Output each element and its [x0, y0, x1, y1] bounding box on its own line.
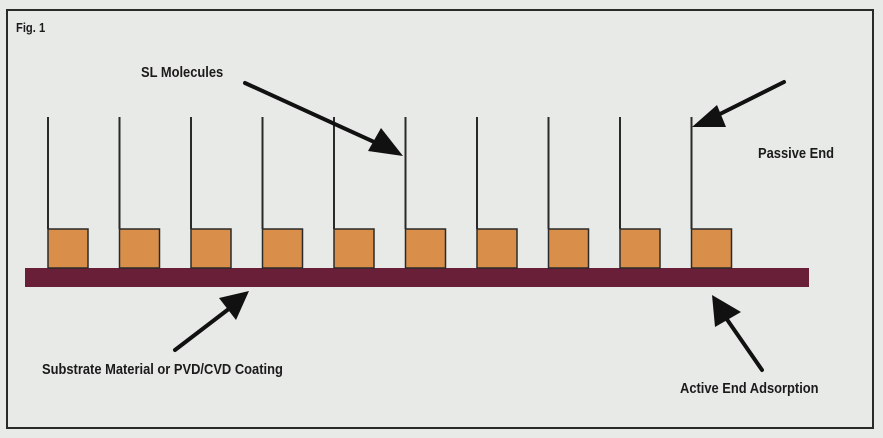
substrate-arrow — [173, 306, 232, 352]
active-end-arrowhead — [712, 295, 741, 327]
substrate-arrowhead — [219, 291, 249, 320]
molecules-group — [47, 117, 733, 269]
passive-end-arrowhead — [692, 105, 726, 127]
molecule-head — [690, 228, 733, 269]
sl-molecules-label: SL Molecules — [141, 64, 224, 81]
figure-number-label: Fig. 1 — [16, 20, 46, 35]
passive-end-arrow — [710, 80, 786, 120]
molecule-head — [404, 228, 447, 269]
molecule-head — [47, 228, 89, 269]
molecule-head — [333, 228, 375, 269]
passive-end-label: Passive End — [758, 145, 835, 162]
active-end-label: Active End Adsorption — [680, 380, 819, 397]
molecule-head — [476, 228, 518, 269]
sl-molecules-arrow — [243, 81, 398, 154]
substrate-bar — [25, 268, 809, 287]
active-end-arrow — [724, 316, 764, 372]
substrate-label: Substrate Material or PVD/CVD Coating — [42, 361, 283, 378]
molecule-head — [547, 228, 590, 269]
molecule-head — [619, 228, 661, 269]
molecule-head — [118, 228, 161, 269]
molecule-head — [190, 228, 232, 269]
molecule-head — [261, 228, 304, 269]
figure-border — [6, 9, 874, 429]
sl-molecules-arrowhead — [368, 128, 403, 156]
